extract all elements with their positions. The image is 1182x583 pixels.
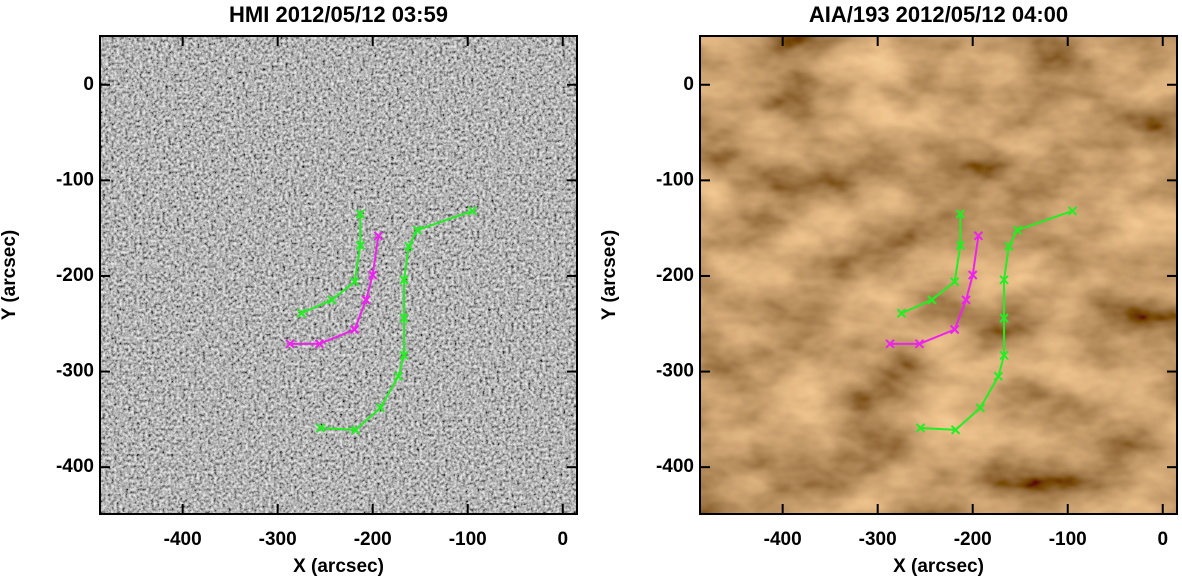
track-marker: [999, 313, 1009, 323]
track-marker: [399, 350, 409, 361]
track-marker: [393, 371, 404, 382]
y-axis-label: Y (arcsec): [0, 230, 20, 321]
x-tick-label: -100: [449, 529, 487, 550]
track-marker: [915, 423, 926, 433]
x-tick-label: -400: [164, 529, 202, 550]
track-marker: [375, 403, 386, 413]
track-marker: [1067, 206, 1078, 216]
track-marker: [349, 324, 360, 335]
track-marker: [355, 240, 366, 251]
x-tick-label: -200: [954, 529, 992, 550]
x-tick-label: -400: [764, 529, 802, 550]
track-marker: [999, 350, 1009, 361]
track-marker: [961, 295, 971, 305]
image-texture: [100, 36, 577, 514]
y-tick-label: -200: [56, 265, 94, 286]
y-axis-label: Y (arcsec): [599, 230, 620, 321]
track-marker: [399, 313, 409, 323]
track-marker: [367, 270, 378, 280]
track-line: [320, 210, 473, 431]
track-marker: [967, 270, 978, 280]
y-tick-label: 0: [83, 74, 94, 95]
track-marker: [955, 240, 966, 251]
track-marker: [373, 231, 384, 241]
y-tick-label: 0: [683, 74, 694, 95]
x-tick-label: -100: [1049, 529, 1087, 550]
y-tick-label: -300: [56, 361, 94, 382]
panel-title: AIA/193 2012/05/12 04:00: [809, 2, 1068, 27]
track-marker: [1004, 241, 1014, 252]
track-line: [920, 210, 1073, 431]
track-marker: [349, 276, 360, 287]
track-marker: [350, 425, 361, 435]
track-marker: [1012, 225, 1023, 235]
track-marker: [927, 295, 937, 305]
track-marker: [361, 295, 371, 305]
track-marker: [885, 339, 895, 349]
track-line: [290, 235, 380, 345]
y-tick-label: -100: [656, 169, 694, 190]
y-tick-label: -200: [656, 265, 694, 286]
track-marker: [327, 295, 337, 305]
y-tick-label: -400: [656, 456, 694, 477]
track-marker: [296, 308, 307, 318]
track-marker: [999, 275, 1009, 285]
track-marker: [355, 209, 366, 219]
track-marker: [973, 231, 984, 241]
track-marker: [399, 275, 409, 285]
x-tick-label: -300: [859, 529, 897, 550]
x-tick-label: -200: [354, 529, 392, 550]
track-marker: [993, 371, 1004, 382]
x-axis-label: X (arcsec): [293, 556, 384, 577]
track-marker: [955, 209, 966, 219]
x-axis-label: X (arcsec): [893, 556, 984, 577]
track-marker: [896, 308, 907, 318]
y-tick-label: -100: [56, 169, 94, 190]
track-marker: [949, 276, 960, 287]
track-marker: [949, 324, 960, 335]
y-tick-label: -300: [656, 361, 694, 382]
y-tick-label: -400: [56, 456, 94, 477]
x-tick-label: 0: [1157, 529, 1168, 550]
track-marker: [914, 339, 925, 349]
track-marker: [314, 339, 325, 349]
track-line: [890, 235, 980, 345]
track-marker: [315, 423, 326, 433]
track-marker: [950, 425, 961, 435]
track-marker: [467, 206, 478, 216]
panel-title: HMI 2012/05/12 03:59: [229, 2, 448, 27]
x-tick-label: -300: [259, 529, 297, 550]
image-texture: [700, 36, 1177, 514]
track-marker: [975, 403, 986, 413]
track-marker: [285, 339, 295, 349]
track-marker: [412, 225, 423, 235]
track-marker: [404, 241, 414, 252]
x-tick-label: 0: [557, 529, 568, 550]
